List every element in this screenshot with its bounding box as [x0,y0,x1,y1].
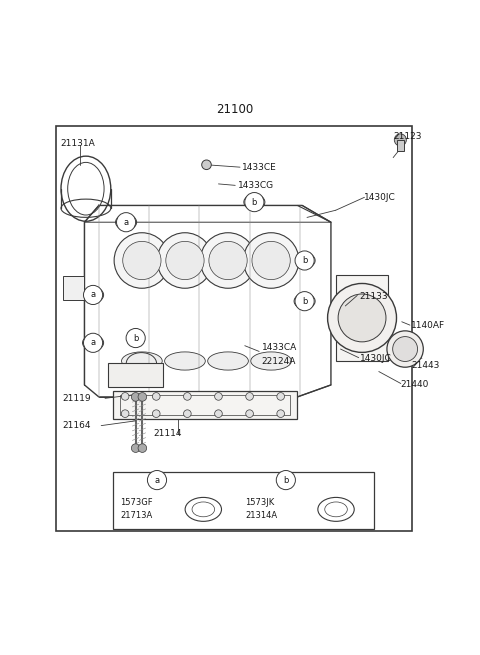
Circle shape [138,444,147,453]
Text: 22124A: 22124A [262,358,296,366]
Text: a: a [155,476,159,485]
Bar [56,126,412,531]
Ellipse shape [251,352,291,370]
Circle shape [243,233,299,288]
Bar [108,364,163,387]
Bar [63,276,84,300]
Text: 1573JK: 1573JK [246,498,275,507]
Circle shape [338,294,386,342]
Text: a: a [91,290,96,299]
Circle shape [209,241,247,280]
Circle shape [295,251,314,270]
Circle shape [84,333,103,352]
Circle shape [327,284,396,352]
Circle shape [393,337,418,362]
Bar [397,140,404,151]
Text: 21713A: 21713A [120,511,153,519]
Circle shape [157,233,213,288]
Text: 21314A: 21314A [246,511,277,519]
Text: 21119: 21119 [62,394,91,403]
Text: 1433CA: 1433CA [262,343,297,352]
Circle shape [153,392,160,400]
Ellipse shape [121,352,162,370]
Text: 21440: 21440 [401,381,429,390]
Circle shape [153,410,160,417]
Ellipse shape [208,352,248,370]
Text: 21123: 21123 [393,132,421,141]
Bar [120,396,290,415]
Circle shape [295,291,314,310]
Circle shape [246,410,253,417]
Text: a: a [123,217,129,227]
Bar [113,472,374,529]
Text: 21133: 21133 [360,292,388,301]
Bar [113,390,298,419]
Circle shape [123,241,161,280]
Text: 21100: 21100 [216,103,254,116]
Text: b: b [283,476,288,485]
Text: 1430JC: 1430JC [364,193,396,202]
Circle shape [200,233,256,288]
Circle shape [202,160,211,170]
Circle shape [114,233,169,288]
Text: b: b [302,297,307,306]
Circle shape [138,392,147,402]
Ellipse shape [165,352,205,370]
Bar [336,275,388,361]
Circle shape [277,410,285,417]
Text: 21443: 21443 [411,362,440,370]
Circle shape [245,193,264,212]
Text: 1140AF: 1140AF [411,320,445,329]
Circle shape [132,444,140,453]
Circle shape [277,392,285,400]
Circle shape [215,392,222,400]
Text: 21131A: 21131A [60,139,95,148]
Circle shape [132,392,140,402]
Circle shape [126,328,145,348]
Circle shape [121,410,129,417]
Text: a: a [91,339,96,347]
Text: 21164: 21164 [62,421,90,430]
Circle shape [121,392,129,400]
Circle shape [183,410,191,417]
Circle shape [246,392,253,400]
Text: b: b [302,256,307,265]
Circle shape [394,134,407,146]
Text: 1433CE: 1433CE [242,162,277,172]
Text: 1430JC: 1430JC [360,354,391,363]
Text: 21114: 21114 [154,429,182,438]
Circle shape [84,286,103,305]
Circle shape [252,241,290,280]
Text: b: b [133,333,138,343]
Text: 1573GF: 1573GF [120,498,153,507]
Circle shape [117,213,136,232]
Circle shape [276,470,295,490]
Circle shape [387,331,423,367]
Text: 1433CG: 1433CG [238,181,274,190]
Circle shape [215,410,222,417]
Circle shape [183,392,191,400]
Circle shape [166,241,204,280]
Text: b: b [252,198,257,206]
Circle shape [147,470,167,490]
